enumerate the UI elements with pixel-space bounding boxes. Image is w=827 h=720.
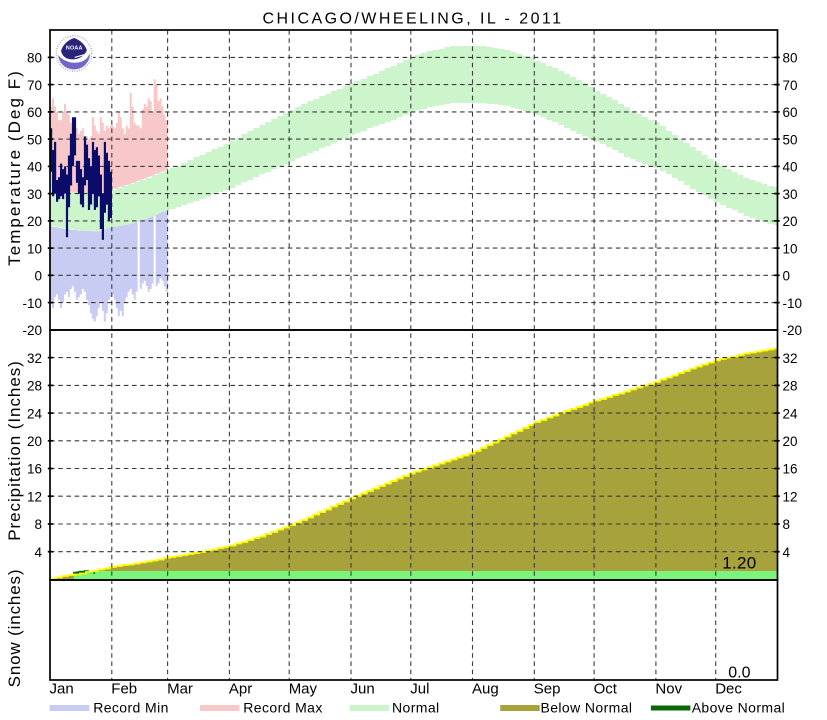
svg-text:8: 8 — [34, 517, 42, 532]
svg-text:Precipitation (Inches): Precipitation (Inches) — [5, 360, 24, 541]
svg-text:Feb: Feb — [111, 681, 137, 698]
svg-text:-20: -20 — [22, 323, 42, 338]
svg-text:28: 28 — [27, 379, 42, 394]
svg-text:20: 20 — [27, 214, 42, 229]
svg-text:Jun: Jun — [351, 681, 375, 698]
svg-text:NOAA: NOAA — [66, 45, 83, 51]
svg-text:28: 28 — [783, 379, 798, 394]
svg-text:Jan: Jan — [50, 681, 74, 698]
svg-text:20: 20 — [27, 434, 42, 449]
svg-text:80: 80 — [783, 51, 798, 66]
svg-text:Oct: Oct — [594, 681, 618, 698]
svg-text:24: 24 — [783, 406, 799, 421]
svg-text:16: 16 — [783, 462, 798, 477]
svg-text:Dec: Dec — [715, 681, 742, 698]
svg-text:10: 10 — [783, 241, 798, 256]
svg-text:0.0: 0.0 — [728, 665, 750, 682]
svg-text:50: 50 — [783, 132, 798, 147]
svg-text:4: 4 — [783, 545, 791, 560]
svg-text:16: 16 — [27, 462, 42, 477]
svg-text:70: 70 — [783, 78, 798, 93]
svg-text:Nov: Nov — [655, 681, 682, 698]
svg-text:Mar: Mar — [167, 681, 193, 698]
svg-text:60: 60 — [783, 105, 798, 120]
svg-text:1.20: 1.20 — [722, 554, 756, 573]
svg-text:Aug: Aug — [472, 681, 499, 698]
svg-text:CHICAGO/WHEELING, IL - 2011: CHICAGO/WHEELING, IL - 2011 — [263, 11, 564, 28]
svg-text:0: 0 — [34, 269, 42, 284]
svg-text:4: 4 — [34, 545, 42, 560]
svg-text:40: 40 — [27, 160, 42, 175]
svg-text:-10: -10 — [22, 296, 42, 311]
svg-text:Below Normal: Below Normal — [541, 700, 633, 716]
svg-text:Jul: Jul — [410, 681, 429, 698]
svg-text:Temperature (Deg F): Temperature (Deg F) — [5, 69, 24, 266]
svg-text:Sep: Sep — [534, 681, 561, 698]
svg-text:70: 70 — [27, 78, 42, 93]
svg-text:8: 8 — [783, 517, 791, 532]
svg-text:60: 60 — [27, 105, 42, 120]
svg-text:30: 30 — [783, 187, 798, 202]
svg-text:24: 24 — [27, 406, 43, 421]
svg-text:20: 20 — [783, 434, 798, 449]
svg-text:-20: -20 — [783, 323, 803, 338]
svg-text:-10: -10 — [783, 296, 803, 311]
svg-text:12: 12 — [783, 489, 798, 504]
svg-text:Above Normal: Above Normal — [692, 700, 786, 716]
svg-text:50: 50 — [27, 132, 42, 147]
svg-text:12: 12 — [27, 489, 42, 504]
svg-text:10: 10 — [27, 241, 42, 256]
svg-text:Record Min: Record Min — [93, 700, 169, 716]
svg-text:40: 40 — [783, 160, 798, 175]
svg-text:Record Max: Record Max — [243, 700, 322, 716]
svg-text:Apr: Apr — [229, 681, 252, 698]
svg-text:32: 32 — [783, 351, 798, 366]
svg-text:32: 32 — [27, 351, 42, 366]
svg-text:0: 0 — [783, 269, 791, 284]
svg-text:80: 80 — [27, 51, 42, 66]
svg-text:May: May — [289, 681, 318, 698]
svg-text:20: 20 — [783, 214, 798, 229]
svg-text:Snow (inches): Snow (inches) — [5, 569, 24, 688]
svg-text:30: 30 — [27, 187, 42, 202]
svg-text:Normal: Normal — [392, 700, 440, 716]
